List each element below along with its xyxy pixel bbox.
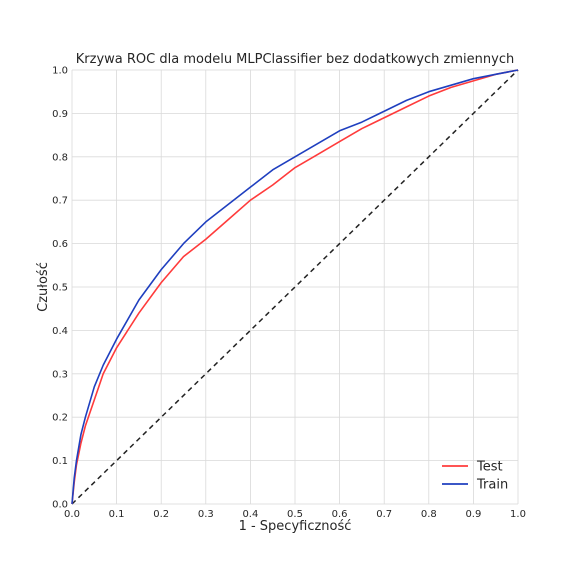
x-tick-label: 0.9: [465, 509, 481, 520]
x-tick-label: 0.8: [421, 509, 437, 520]
series-line-train: [71, 69, 519, 505]
x-tick-label: 1.0: [510, 509, 526, 520]
y-tick-label: 0.8: [52, 152, 68, 163]
y-tick-label: 0.3: [52, 369, 68, 380]
y-tick-label: 0.2: [52, 413, 68, 424]
y-tick-label: 0.4: [52, 326, 68, 337]
series-line-test: [71, 69, 519, 505]
x-tick-label: 0.4: [242, 509, 258, 520]
reference-diagonal-line: [71, 69, 519, 505]
y-tick-label: 0.1: [52, 456, 68, 467]
x-tick-label: 0.3: [198, 509, 214, 520]
x-tick-label: 0.1: [109, 509, 125, 520]
y-tick-label: 0.9: [52, 109, 68, 120]
y-tick-label: 0.6: [52, 239, 68, 250]
x-tick-label: 0.0: [64, 509, 80, 520]
chart-title: Krzywa ROC dla modelu MLPClassifier bez …: [76, 52, 514, 67]
y-tick-label: 0.0: [52, 500, 68, 511]
y-tick-label: 1.0: [52, 66, 68, 77]
x-tick-label: 0.7: [376, 509, 392, 520]
x-tick-label: 0.2: [153, 509, 169, 520]
legend-label-test: Test: [476, 460, 503, 475]
x-tick-label: 0.5: [287, 509, 303, 520]
legend-label-train: Train: [476, 478, 508, 493]
y-tick-label: 0.7: [52, 196, 68, 207]
y-tick-label: 0.5: [52, 283, 68, 294]
series-layer: [71, 69, 519, 505]
reference-line-layer: [71, 69, 519, 505]
grid: [71, 69, 519, 505]
y-axis-title: Czułość: [36, 262, 51, 312]
legend: Test Train: [442, 460, 508, 493]
x-axis-title: 1 - Specyficzność: [239, 519, 352, 534]
tick-labels: 0.0 0.1 0.2 0.3 0.4 0.5 0.6 0.7 0.8 0.9 1.0 0.0 0.1 0…: [52, 66, 526, 521]
x-tick-label: 0.6: [332, 509, 348, 520]
